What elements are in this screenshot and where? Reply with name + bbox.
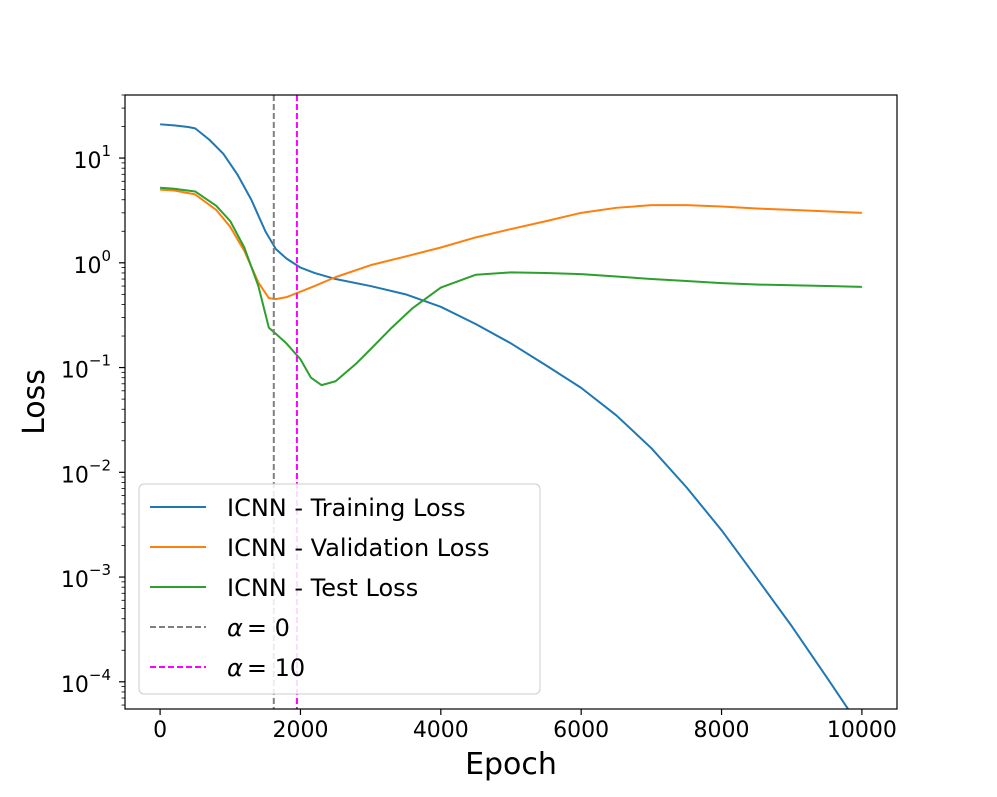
y-tick-label: 101	[73, 142, 111, 174]
y-axis: 101 100 10−1 10−2 10−3 10−4	[61, 94, 125, 706]
series-layer	[160, 123, 862, 709]
x-tick-label: 10000	[827, 718, 897, 743]
legend-label-0: ICNN - Training Loss	[227, 494, 466, 522]
x-axis: 0 2000 4000 6000 8000 10000	[153, 709, 897, 743]
legend-label-1: ICNN - Validation Loss	[227, 534, 489, 562]
x-tick-label: 8000	[694, 718, 750, 743]
x-tick-label: 0	[153, 718, 167, 743]
y-axis-title: Loss	[17, 369, 52, 435]
x-tick-label: 6000	[553, 718, 609, 743]
series-line-icnn-test-loss	[160, 186, 862, 387]
y-tick-label: 10−1	[61, 352, 111, 384]
series-line-icnn-validation-loss	[160, 188, 862, 301]
x-axis-title: Epoch	[465, 747, 557, 782]
y-tick-label: 10−4	[61, 666, 111, 698]
legend-label-3: α = 0	[227, 614, 290, 642]
y-tick-label: 10−3	[61, 561, 111, 593]
y-tick-label: 100	[73, 247, 111, 279]
x-tick-label: 2000	[272, 718, 328, 743]
plot-area-frame	[124, 94, 898, 710]
legend-label-4: α = 10	[227, 654, 305, 682]
reference-lines	[272, 95, 298, 709]
legend-label-2: ICNN - Test Loss	[227, 574, 418, 602]
legend: ICNN - Training Loss ICNN - Validation Lo…	[138, 483, 541, 695]
y-tick-label: 10−2	[61, 456, 111, 488]
x-tick-label: 4000	[413, 718, 469, 743]
series-line-icnn-training-loss	[160, 123, 850, 709]
legend-box	[138, 483, 541, 695]
